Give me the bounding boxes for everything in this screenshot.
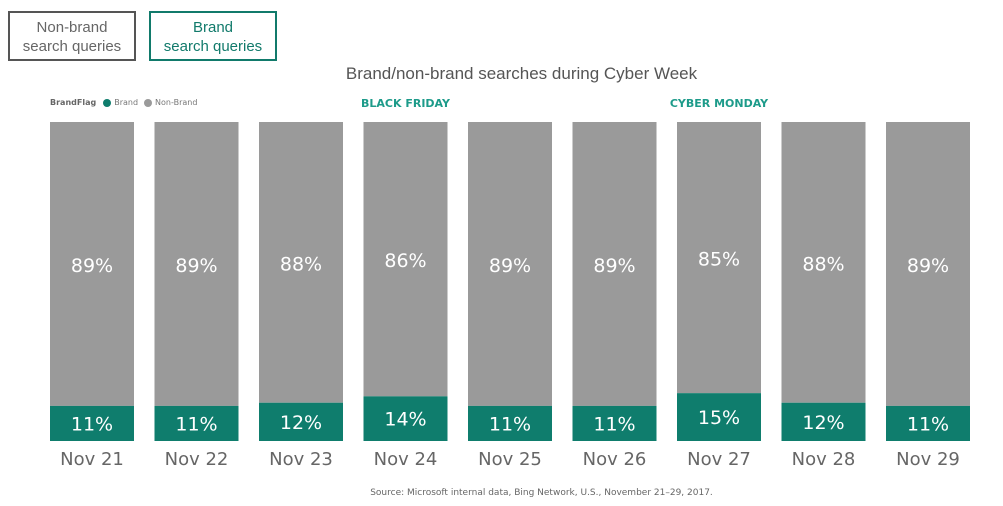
bar-non-brand	[154, 122, 239, 406]
button-line: Brand	[192, 19, 234, 36]
bar-brand	[468, 405, 552, 441]
bar-non-brand	[363, 122, 448, 397]
x-tick-label: Nov 22	[165, 449, 229, 470]
data-label-non-brand: 89%	[71, 255, 113, 277]
button-line: search queries	[163, 38, 263, 55]
bar-non-brand	[50, 122, 134, 406]
bar-brand	[154, 405, 239, 441]
legend-nonbrand-swatch	[144, 98, 153, 107]
event-annotation: CYBER MONDAY	[669, 97, 769, 110]
legend-brand-label: Brand	[114, 98, 139, 107]
bar-brand	[259, 402, 343, 441]
bar-brand	[572, 405, 657, 441]
bar-non-brand	[677, 122, 761, 394]
bar-brand	[677, 393, 761, 441]
data-label-brand: 14%	[384, 409, 426, 431]
button-line: Non-brand	[36, 19, 108, 36]
x-tick-label: Nov 26	[583, 449, 647, 470]
data-label-non-brand: 89%	[907, 255, 949, 277]
data-label-brand: 11%	[907, 413, 949, 435]
x-tick-label: Nov 29	[896, 449, 960, 470]
x-tick-label: Nov 28	[792, 449, 856, 470]
data-label-brand: 11%	[489, 413, 531, 435]
x-tick-label: Nov 24	[374, 449, 438, 470]
data-label-brand: 11%	[175, 413, 217, 435]
event-annotation: BLACK FRIDAY	[361, 97, 450, 110]
non-brand-search-queries-button[interactable]: Non-brand search queries	[8, 11, 136, 61]
legend: BrandFlag Brand Non-Brand	[50, 98, 197, 107]
data-label-non-brand: 89%	[175, 255, 217, 277]
x-tick-label: Nov 25	[478, 449, 542, 470]
data-label-non-brand: 89%	[593, 255, 635, 277]
data-label-non-brand: 88%	[802, 253, 844, 275]
legend-title: BrandFlag	[50, 98, 97, 107]
bar-non-brand	[572, 122, 657, 406]
data-label-brand: 11%	[71, 413, 113, 435]
data-label-non-brand: 88%	[280, 253, 322, 275]
data-label-brand: 11%	[593, 413, 635, 435]
data-label-brand: 15%	[698, 407, 740, 429]
legend-nonbrand-label: Non-Brand	[155, 98, 198, 107]
source-note: Source: Microsoft internal data, Bing Ne…	[370, 488, 713, 498]
bar-non-brand	[781, 122, 866, 403]
bar-brand	[363, 396, 448, 441]
chart-title: Brand/non-brand searches during Cyber We…	[345, 64, 698, 83]
bar-non-brand	[886, 122, 970, 406]
data-label-brand: 12%	[802, 412, 844, 434]
bar-brand	[781, 402, 866, 441]
data-label-non-brand: 85%	[698, 249, 740, 271]
x-tick-label: Nov 23	[269, 449, 333, 470]
brand-search-queries-button[interactable]: Brand search queries	[149, 11, 277, 61]
bar-non-brand	[259, 122, 343, 403]
bar-non-brand	[468, 122, 552, 406]
x-tick-label: Nov 21	[60, 449, 124, 470]
data-label-non-brand: 86%	[384, 250, 426, 272]
legend-brand-swatch	[103, 98, 112, 107]
data-label-non-brand: 89%	[489, 255, 531, 277]
bar-brand	[50, 405, 134, 441]
x-tick-label: Nov 27	[687, 449, 751, 470]
data-label-brand: 12%	[280, 412, 322, 434]
button-line: search queries	[22, 38, 122, 55]
bar-brand	[886, 405, 970, 441]
